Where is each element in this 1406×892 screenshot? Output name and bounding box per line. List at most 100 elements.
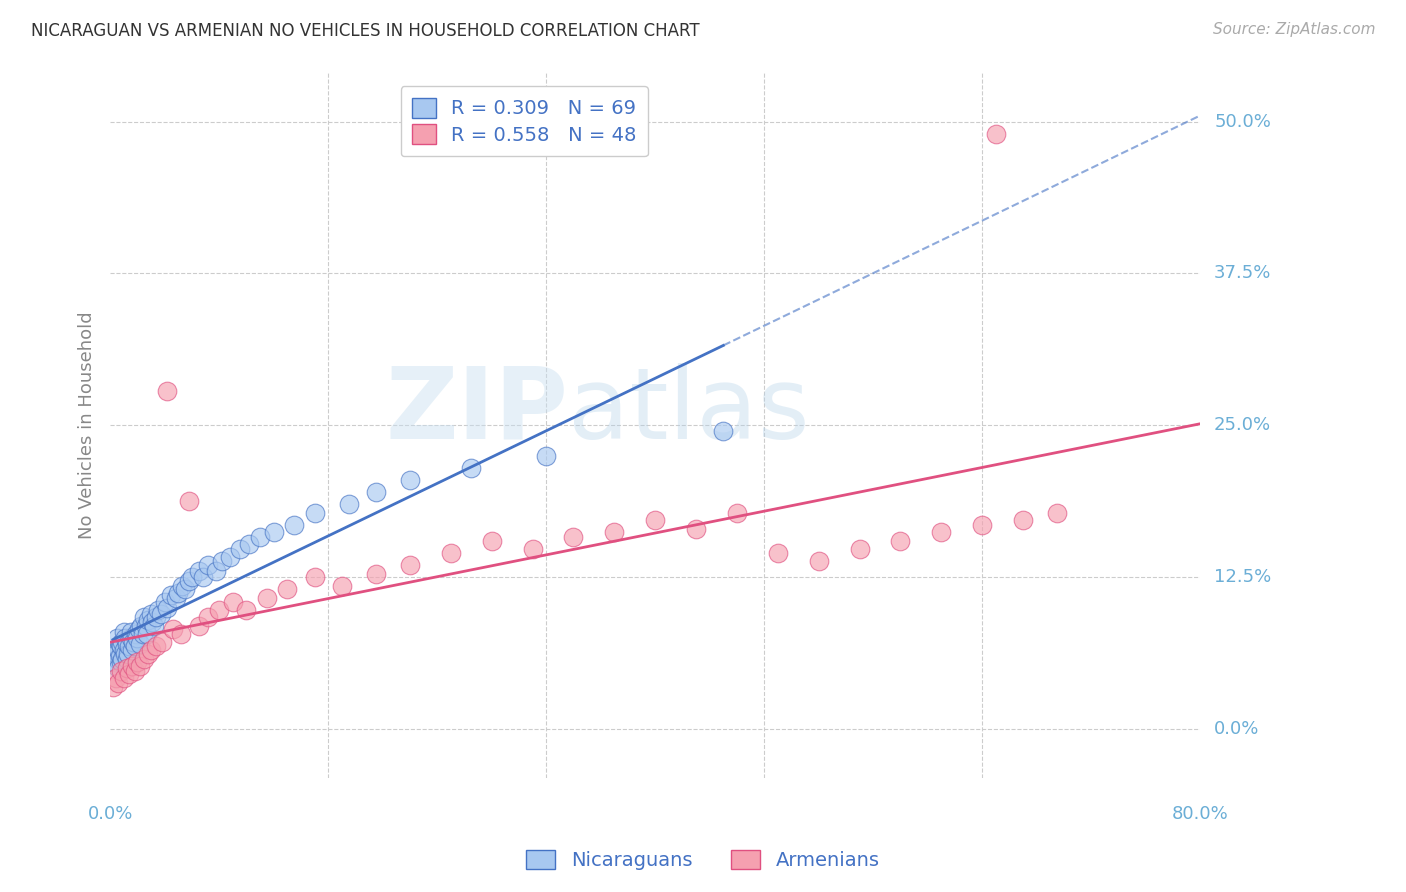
Point xyxy=(114,631,136,645)
Point xyxy=(1046,506,1069,520)
Point xyxy=(120,631,142,645)
Point xyxy=(141,615,163,630)
Point xyxy=(197,610,219,624)
Point xyxy=(172,579,194,593)
Point xyxy=(807,554,830,568)
Point xyxy=(124,640,146,654)
Text: 0.0%: 0.0% xyxy=(87,805,132,823)
Point xyxy=(125,627,148,641)
Text: 0.0%: 0.0% xyxy=(1215,720,1260,738)
Point xyxy=(114,647,136,661)
Point xyxy=(304,570,326,584)
Point xyxy=(117,647,139,661)
Point xyxy=(136,613,159,627)
Point xyxy=(364,485,387,500)
Y-axis label: No Vehicles in Household: No Vehicles in Household xyxy=(79,311,96,539)
Point xyxy=(167,586,190,600)
Point xyxy=(129,637,152,651)
Point xyxy=(283,518,305,533)
Point xyxy=(235,603,257,617)
Point xyxy=(156,600,179,615)
Point xyxy=(115,637,138,651)
Point xyxy=(105,651,128,665)
Point xyxy=(276,582,298,597)
Point xyxy=(197,558,219,572)
Point xyxy=(107,661,129,675)
Point xyxy=(562,530,585,544)
Point xyxy=(156,384,179,399)
Point xyxy=(481,533,503,548)
Point xyxy=(132,627,155,641)
Point xyxy=(103,655,125,669)
Point xyxy=(205,564,228,578)
Point xyxy=(440,546,463,560)
Point xyxy=(112,671,135,685)
Point xyxy=(191,570,214,584)
Point xyxy=(337,497,360,511)
Point xyxy=(725,506,748,520)
Point xyxy=(931,525,953,540)
Point xyxy=(263,525,285,540)
Point xyxy=(101,680,124,694)
Point xyxy=(107,643,129,657)
Point xyxy=(766,546,789,560)
Point xyxy=(304,506,326,520)
Point xyxy=(115,661,138,675)
Point xyxy=(134,610,156,624)
Point xyxy=(136,647,159,661)
Point xyxy=(1012,513,1035,527)
Point xyxy=(129,659,152,673)
Point xyxy=(134,651,156,665)
Point xyxy=(127,631,149,645)
Point xyxy=(122,634,145,648)
Point xyxy=(153,594,176,608)
Point xyxy=(160,589,183,603)
Text: Source: ZipAtlas.com: Source: ZipAtlas.com xyxy=(1212,22,1375,37)
Point xyxy=(187,564,209,578)
Point xyxy=(104,671,127,685)
Point xyxy=(228,542,250,557)
Point xyxy=(118,640,141,654)
Point xyxy=(124,664,146,678)
Text: 12.5%: 12.5% xyxy=(1215,568,1271,586)
Point xyxy=(107,676,129,690)
Text: 25.0%: 25.0% xyxy=(1215,417,1271,434)
Point xyxy=(145,610,167,624)
Point xyxy=(105,631,128,645)
Point xyxy=(522,542,544,557)
Point xyxy=(111,634,134,648)
Point xyxy=(139,643,162,657)
Point xyxy=(711,425,734,439)
Point xyxy=(104,647,127,661)
Point xyxy=(110,655,132,669)
Point xyxy=(121,659,143,673)
Point xyxy=(174,582,197,597)
Point xyxy=(135,619,157,633)
Point xyxy=(848,542,870,557)
Point xyxy=(120,624,142,639)
Point xyxy=(150,634,173,648)
Point xyxy=(399,473,422,487)
Text: 37.5%: 37.5% xyxy=(1215,264,1271,283)
Point xyxy=(889,533,911,548)
Point xyxy=(208,603,231,617)
Point xyxy=(211,554,233,568)
Point xyxy=(249,530,271,544)
Point xyxy=(162,623,184,637)
Text: atlas: atlas xyxy=(568,363,810,459)
Point xyxy=(180,570,202,584)
Point xyxy=(256,591,278,605)
Point xyxy=(364,566,387,581)
Text: 50.0%: 50.0% xyxy=(1215,112,1271,130)
Point xyxy=(112,624,135,639)
Point xyxy=(115,651,138,665)
Point xyxy=(399,558,422,572)
Point xyxy=(111,651,134,665)
Point xyxy=(149,607,172,621)
Point xyxy=(644,513,666,527)
Point xyxy=(108,637,131,651)
Point xyxy=(219,549,242,564)
Point xyxy=(139,607,162,621)
Point xyxy=(534,449,557,463)
Point xyxy=(603,525,626,540)
